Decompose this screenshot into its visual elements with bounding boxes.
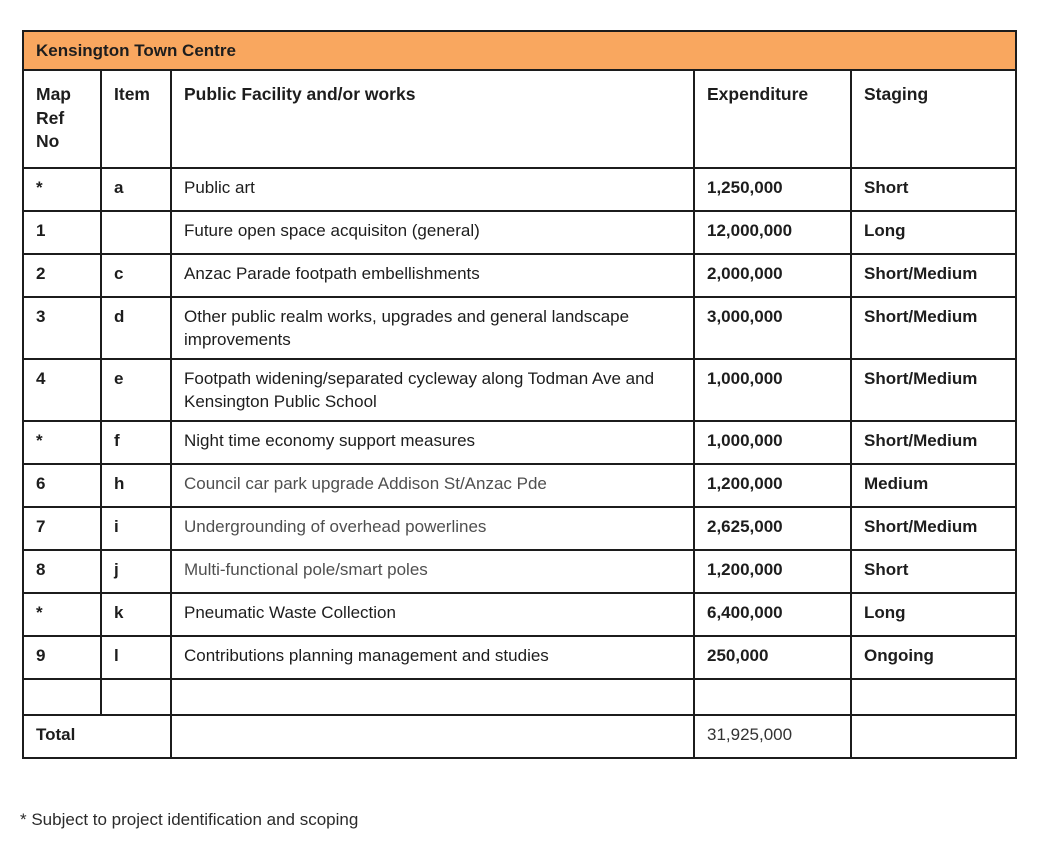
cell-map-ref: 9	[22, 634, 102, 680]
col-header-staging: Staging	[849, 68, 1018, 169]
total-label: Total	[22, 713, 172, 759]
cell-item: h	[100, 462, 172, 508]
cell-item: f	[100, 419, 172, 465]
cell-map-ref: *	[22, 419, 102, 465]
total-staging-cell	[849, 713, 1018, 759]
table-row: * a Public art 1,250,000 Short	[22, 166, 1018, 212]
cell-expenditure: 6,400,000	[693, 591, 852, 637]
empty-cell-item	[100, 677, 172, 716]
cell-map-ref: *	[22, 166, 102, 212]
cell-staging: Ongoing	[849, 634, 1018, 680]
cell-expenditure: 1,200,000	[693, 548, 852, 594]
cell-item: j	[100, 548, 172, 594]
cell-staging: Short/Medium	[849, 419, 1018, 465]
facilities-table: Kensington Town Centre Map Ref No Item P…	[21, 30, 1018, 759]
cell-facility: Undergrounding of overhead powerlines	[170, 505, 695, 551]
total-facility-cell	[170, 713, 695, 759]
empty-cell-facility	[170, 677, 695, 716]
total-row: Total 31,925,000	[22, 713, 1018, 759]
table-row: 4 e Footpath widening/separated cycleway a…	[22, 357, 1018, 422]
cell-facility: Future open space acquisiton (general)	[170, 209, 695, 255]
cell-facility: Pneumatic Waste Collection	[170, 591, 695, 637]
cell-expenditure: 3,000,000	[693, 295, 852, 360]
cell-expenditure: 1,200,000	[693, 462, 852, 508]
cell-map-ref: *	[22, 591, 102, 637]
cell-staging: Short	[849, 166, 1018, 212]
cell-facility: Night time economy support measures	[170, 419, 695, 465]
cell-map-ref: 7	[22, 505, 102, 551]
cell-staging: Long	[849, 591, 1018, 637]
cell-item: c	[100, 252, 172, 298]
cell-item	[100, 209, 172, 255]
table-row: 1 Future open space acquisiton (general) 1…	[22, 209, 1018, 255]
table-row: * f Night time economy support measures 1,0…	[22, 419, 1018, 465]
table-row: * k Pneumatic Waste Collection 6,400,000 Lon…	[22, 591, 1018, 637]
cell-facility: Council car park upgrade Addison St/Anza…	[170, 462, 695, 508]
cell-item: l	[100, 634, 172, 680]
col-header-public-facility: Public Facility and/or works	[170, 68, 695, 169]
table-title: Kensington Town Centre	[21, 30, 1018, 71]
table-title-row: Kensington Town Centre	[21, 30, 1018, 71]
cell-map-ref: 4	[22, 357, 102, 422]
cell-staging: Short/Medium	[849, 252, 1018, 298]
cell-staging: Short/Medium	[849, 357, 1018, 422]
cell-expenditure: 2,625,000	[693, 505, 852, 551]
table-row: 2 c Anzac Parade footpath embellishments 2,…	[22, 252, 1018, 298]
empty-cell-staging	[849, 677, 1018, 716]
table-body: * a Public art 1,250,000 Short 1 Future open s…	[22, 166, 1018, 680]
cell-expenditure: 1,000,000	[693, 419, 852, 465]
table-header-row: Map Ref No Item Public Facility and/or w…	[22, 68, 1018, 169]
cell-staging: Medium	[849, 462, 1018, 508]
col-header-expenditure: Expenditure	[693, 68, 852, 169]
cell-item: d	[100, 295, 172, 360]
table-row: 8 j Multi-functional pole/smart poles 1,200…	[22, 548, 1018, 594]
cell-item: a	[100, 166, 172, 212]
cell-staging: Short	[849, 548, 1018, 594]
cell-staging: Long	[849, 209, 1018, 255]
cell-expenditure: 1,000,000	[693, 357, 852, 422]
table-row: 7 i Undergrounding of overhead powerlines 2…	[22, 505, 1018, 551]
cell-map-ref: 6	[22, 462, 102, 508]
cell-item: e	[100, 357, 172, 422]
cell-facility: Other public realm works, upgrades and g…	[170, 295, 695, 360]
table-row: 9 l Contributions planning management and …	[22, 634, 1018, 680]
cell-expenditure: 12,000,000	[693, 209, 852, 255]
empty-row	[22, 677, 1018, 716]
table-footer: Total 31,925,000	[22, 677, 1018, 759]
total-expenditure: 31,925,000	[693, 713, 852, 759]
cell-facility: Public art	[170, 166, 695, 212]
empty-cell-map-ref	[22, 677, 102, 716]
cell-map-ref: 8	[22, 548, 102, 594]
cell-expenditure: 250,000	[693, 634, 852, 680]
table-row: 3 d Other public realm works, upgrades and…	[22, 295, 1018, 360]
cell-expenditure: 2,000,000	[693, 252, 852, 298]
cell-map-ref: 1	[22, 209, 102, 255]
cell-facility: Multi-functional pole/smart poles	[170, 548, 695, 594]
cell-map-ref: 3	[22, 295, 102, 360]
cell-item: k	[100, 591, 172, 637]
col-header-item: Item	[100, 68, 172, 169]
table-row: 6 h Council car park upgrade Addison St/An…	[22, 462, 1018, 508]
cell-facility: Footpath widening/separated cycleway alo…	[170, 357, 695, 422]
cell-staging: Short/Medium	[849, 505, 1018, 551]
cell-staging: Short/Medium	[849, 295, 1018, 360]
cell-item: i	[100, 505, 172, 551]
empty-cell-expenditure	[693, 677, 852, 716]
cell-map-ref: 2	[22, 252, 102, 298]
cell-facility: Anzac Parade footpath embellishments	[170, 252, 695, 298]
footnote: * Subject to project identification and …	[20, 810, 359, 829]
cell-facility: Contributions planning management and st…	[170, 634, 695, 680]
cell-expenditure: 1,250,000	[693, 166, 852, 212]
col-header-map-ref-no: Map Ref No	[22, 68, 102, 169]
